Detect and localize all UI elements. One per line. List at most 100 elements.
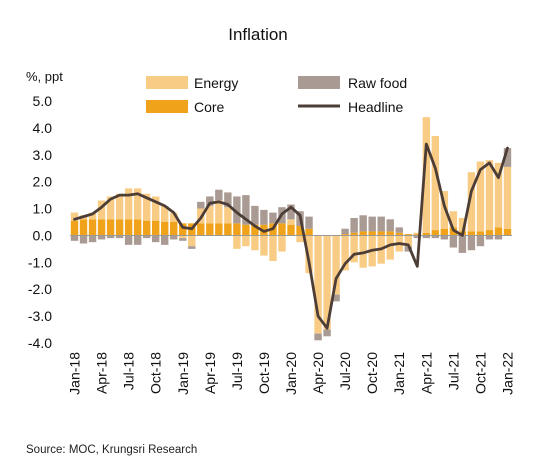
bar-core <box>106 219 115 236</box>
x-tick-label: Jan-22 <box>499 352 515 395</box>
x-tick-label: Jan-20 <box>283 352 299 395</box>
x-tick-label: Oct-19 <box>256 352 272 394</box>
bar-raw-food <box>170 235 178 240</box>
bar-raw-food <box>431 235 440 239</box>
bar-core <box>206 223 214 236</box>
bar-raw-food <box>142 235 151 239</box>
legend-label-headline: Headline <box>348 99 403 115</box>
bar-core <box>233 223 241 236</box>
bar-core <box>341 234 349 236</box>
x-tick-label: Jul-18 <box>121 352 137 390</box>
bar-core <box>404 234 412 236</box>
bar-raw-food <box>188 246 196 249</box>
y-tick-label: -3.0 <box>28 308 52 324</box>
y-tick-label: -2.0 <box>28 281 52 297</box>
bar-raw-food <box>323 329 331 337</box>
bar-energy <box>485 160 494 231</box>
bar-energy <box>233 235 241 249</box>
bar-energy <box>287 219 295 225</box>
bar-raw-food <box>260 209 268 225</box>
bar-energy <box>179 235 187 239</box>
bar-core <box>503 228 512 236</box>
bar-core <box>70 220 79 236</box>
x-axis: Jan-18 Apr-18 Jul-18 Oct-18 Jan-19 Apr-19 Jul-… <box>67 352 516 395</box>
bar-raw-food <box>368 216 376 232</box>
bar-core <box>440 228 449 236</box>
bar-core <box>179 223 187 236</box>
bar-core <box>242 224 250 236</box>
bar-core <box>368 231 376 236</box>
x-tick-label: Jan-18 <box>67 352 83 395</box>
bar-energy <box>440 191 449 229</box>
y-tick-label: -4.0 <box>28 335 52 351</box>
bar-energy <box>431 135 440 231</box>
y-tick-label: 2.0 <box>33 174 53 190</box>
x-tick-label: Jan-21 <box>391 352 407 395</box>
bar-energy <box>97 200 106 220</box>
bar-energy <box>296 235 304 243</box>
bar-energy <box>314 235 322 334</box>
legend-swatch-raw-food <box>298 76 340 89</box>
bar-raw-food <box>341 228 349 235</box>
y-tick-label: 0.0 <box>33 227 53 243</box>
bar-energy <box>341 235 349 271</box>
bar-energy <box>305 235 313 274</box>
bar-core <box>422 232 431 236</box>
x-tick-label: Jul-21 <box>445 352 461 390</box>
bar-raw-food <box>503 148 512 167</box>
bar-energy <box>323 235 331 330</box>
bar-raw-food <box>124 235 133 245</box>
bar-core <box>476 231 485 236</box>
bar-raw-food <box>458 235 467 253</box>
bar-raw-food <box>440 235 449 240</box>
y-tick-label: -1.0 <box>28 254 52 270</box>
legend-label-core: Core <box>194 99 225 115</box>
bar-energy <box>260 235 268 256</box>
bar-energy <box>467 172 476 232</box>
bar-energy <box>404 235 412 247</box>
bar-raw-food <box>242 195 250 225</box>
bar-core <box>485 230 494 236</box>
bar-core <box>386 231 394 236</box>
bar-energy <box>458 217 467 232</box>
x-tick-label: Apr-20 <box>310 352 326 394</box>
bar-energy <box>142 193 151 221</box>
y-axis: 5.0 4.0 3.0 2.0 1.0 0.0 -1.0 -2.0 -3.0 -4.0 <box>28 93 52 351</box>
bar-core <box>413 234 421 236</box>
legend: Energy Raw food Core Headline <box>146 75 407 115</box>
bar-energy <box>503 166 512 229</box>
bar-energy <box>224 207 232 224</box>
bar-energy <box>188 235 196 247</box>
bar-core <box>305 228 313 236</box>
x-tick-label: Jul-20 <box>337 352 353 390</box>
bar-raw-food <box>494 235 503 240</box>
bar-raw-food <box>287 204 295 220</box>
x-tick-label: Oct-21 <box>472 352 488 394</box>
bar-raw-food <box>467 235 476 251</box>
bar-energy <box>161 205 169 222</box>
bar-raw-food <box>332 294 340 302</box>
bar-energy <box>88 212 97 220</box>
bar-energy <box>242 235 250 247</box>
x-tick-label: Oct-18 <box>148 352 164 394</box>
bar-raw-food <box>70 235 79 241</box>
bar-energy <box>215 200 223 224</box>
bar-raw-food <box>422 235 431 239</box>
bar-raw-food <box>314 333 322 341</box>
bar-raw-food <box>197 201 205 209</box>
bar-energy <box>70 212 79 221</box>
bar-core <box>467 231 476 236</box>
bar-core <box>170 222 178 236</box>
bar-core <box>133 219 142 236</box>
bar-energy <box>332 235 340 295</box>
bar-energy <box>278 235 286 252</box>
bar-energy <box>413 232 421 235</box>
bar-raw-food <box>233 196 241 224</box>
y-tick-label: 1.0 <box>33 201 53 217</box>
bar-core <box>142 220 151 236</box>
y-tick-label: 3.0 <box>33 147 53 163</box>
bar-raw-food <box>161 235 169 245</box>
bar-raw-food <box>133 235 142 245</box>
bar-core <box>359 231 367 236</box>
